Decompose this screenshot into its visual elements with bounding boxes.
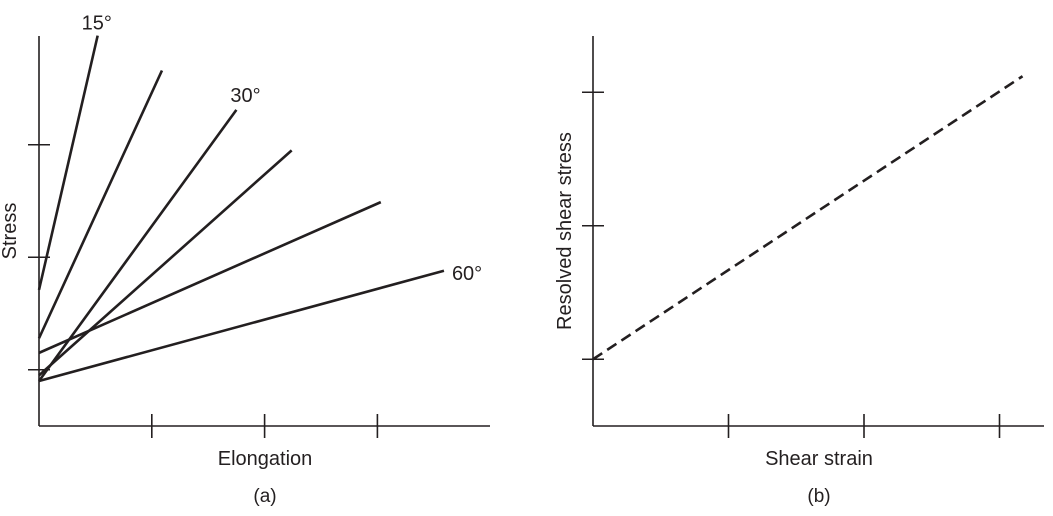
series-line — [38, 200, 382, 355]
series-label: 30° — [230, 85, 260, 107]
series-line — [592, 75, 1024, 361]
x-axis-label: Elongation — [218, 448, 313, 470]
series-line — [38, 149, 293, 377]
series-line — [37, 35, 99, 291]
series-line — [37, 109, 238, 382]
series-label: 60° — [452, 263, 482, 285]
panel-caption: (a) — [253, 486, 276, 507]
series-line — [37, 69, 164, 339]
y-axis-label: Resolved shear stress — [554, 132, 576, 330]
panel-caption: (b) — [807, 486, 830, 507]
panel-a-chart: 15° 30° 60° Stress Elongation (a) — [0, 13, 490, 507]
panel-b-chart: Resolved shear stress Shear strain (b) — [554, 36, 1044, 507]
y-axis-label: Stress — [0, 203, 21, 260]
series-line — [38, 269, 445, 383]
series-label: 15° — [82, 13, 112, 35]
x-axis-label: Shear strain — [765, 448, 873, 470]
